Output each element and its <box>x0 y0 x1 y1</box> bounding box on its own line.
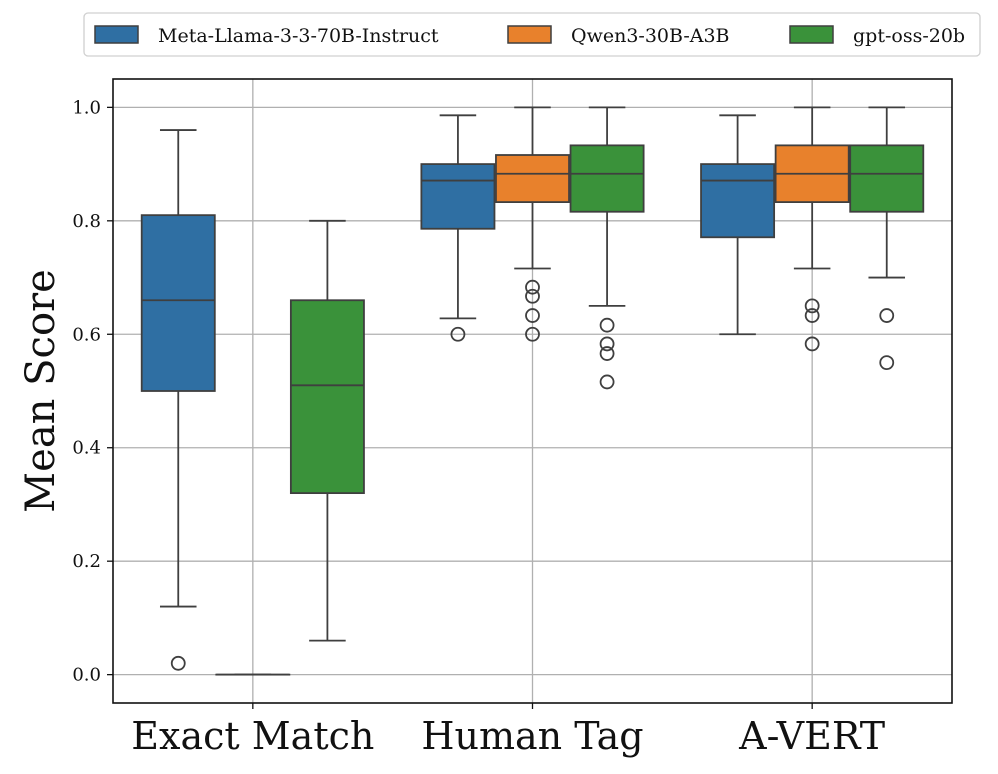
y-axis-ticks: 0.0 0.2 0.4 0.6 0.8 1.0 <box>72 97 113 686</box>
outlier-point <box>170 655 186 671</box>
outlier-point <box>450 326 466 342</box>
legend-label: Qwen3-30B-A3B <box>571 25 730 47</box>
outlier-point <box>804 298 820 314</box>
y-tick-label: 0.6 <box>72 324 101 345</box>
box-plots <box>140 106 925 676</box>
box-iqr <box>700 163 776 239</box>
x-category-label: A-VERT <box>738 714 885 758</box>
outlier-point <box>525 326 540 342</box>
x-category-label: Exact Match <box>131 714 374 758</box>
y-tick-label: 0.0 <box>72 665 101 686</box>
outlier-point <box>525 288 540 304</box>
box-gpt-oss-20b-2 <box>849 106 925 371</box>
outlier-point <box>599 336 615 352</box>
box-iqr <box>289 299 365 495</box>
box-iqr <box>849 144 925 213</box>
outlier-point <box>804 336 820 352</box>
x-category-label: Human Tag <box>421 714 643 758</box>
box-iqr <box>140 214 216 392</box>
outlier-point <box>599 374 615 390</box>
outlier-point <box>599 317 615 333</box>
box-gpt-oss-20b-1 <box>569 106 645 390</box>
box-meta-llama-3-3-70b-instruct-0 <box>140 129 216 671</box>
box-meta-llama-3-3-70b-instruct-2 <box>700 114 776 336</box>
y-tick-label: 1.0 <box>72 97 101 118</box>
outlier-point <box>879 355 895 371</box>
box-iqr <box>420 163 496 230</box>
y-tick-label: 0.8 <box>72 211 101 232</box>
box-qwen3-30b-a3b-2 <box>774 106 850 352</box>
legend-label: Meta-Llama-3-3-70B-Instruct <box>158 25 439 47</box>
outlier-point <box>525 279 540 295</box>
box-meta-llama-3-3-70b-instruct-1 <box>420 114 496 342</box>
box-iqr <box>569 144 645 213</box>
outlier-point <box>804 308 820 323</box>
outlier-point <box>879 308 895 323</box>
y-tick-label: 0.2 <box>72 551 101 572</box>
x-axis-ticks: Exact Match Human Tag A-VERT <box>131 703 885 758</box>
outlier-point <box>599 346 615 361</box>
box-qwen3-30b-a3b-1 <box>495 106 570 342</box>
legend-label: gpt-oss-20b <box>853 25 965 47</box>
outlier-point <box>525 308 540 323</box>
y-axis-label: Mean Score <box>18 269 64 513</box>
box-gpt-oss-20b-0 <box>289 219 365 642</box>
y-tick-label: 0.4 <box>72 438 101 459</box>
legend-swatch <box>94 25 139 44</box>
legend-swatch <box>789 25 834 44</box>
box-iqr <box>495 154 570 203</box>
legend: Meta-Llama-3-3-70B-Instruct Qwen3-30B-A3B… <box>83 12 981 57</box>
legend-swatch <box>507 25 552 44</box>
